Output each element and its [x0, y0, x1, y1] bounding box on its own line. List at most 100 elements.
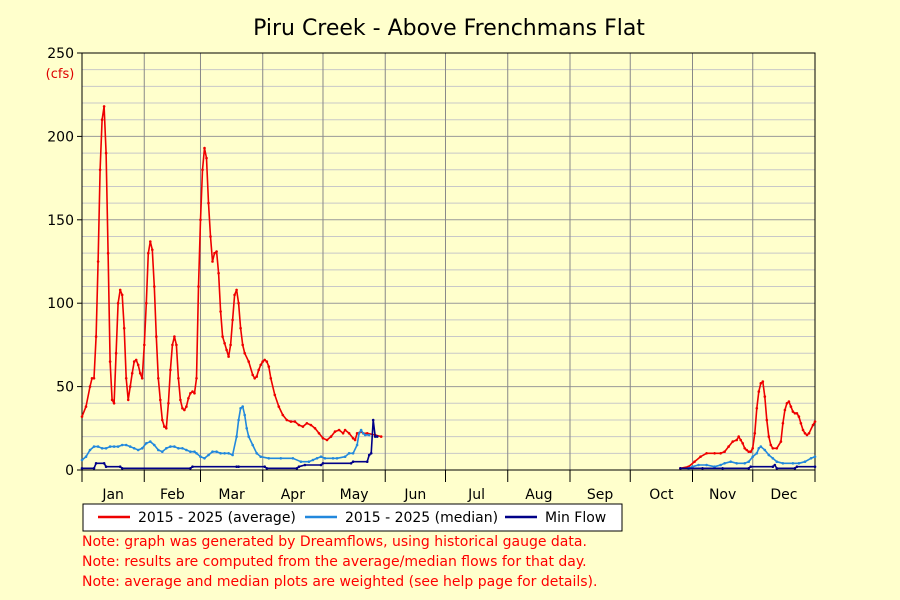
data-point — [771, 465, 775, 469]
data-point — [201, 168, 204, 172]
data-point — [247, 360, 250, 363]
data-point — [205, 156, 208, 160]
data-point — [693, 460, 696, 464]
data-point — [80, 467, 84, 470]
data-point — [161, 418, 164, 422]
data-point — [88, 385, 92, 388]
data-point — [775, 460, 779, 464]
data-point — [801, 428, 805, 432]
data-point — [295, 467, 299, 470]
data-point — [719, 463, 722, 467]
data-point — [779, 440, 783, 443]
data-point — [122, 326, 126, 330]
data-point — [237, 418, 240, 422]
data-point — [763, 448, 767, 452]
data-point — [253, 377, 256, 380]
data-point — [128, 385, 132, 388]
data-point — [120, 443, 124, 447]
data-point — [251, 443, 254, 447]
data-point — [84, 405, 88, 408]
data-point — [100, 447, 104, 450]
data-point — [237, 465, 240, 469]
data-point — [183, 408, 186, 412]
data-point — [731, 440, 734, 443]
data-point — [351, 452, 355, 455]
data-point — [94, 335, 98, 338]
axes: 0 50 100 150 200 250 Jan Feb Mar Apr May Jun Jul Aug S… — [47, 46, 816, 503]
data-point — [223, 341, 226, 345]
data-point — [173, 445, 176, 448]
data-point — [755, 452, 759, 455]
data-point — [747, 460, 750, 464]
data-point — [813, 465, 817, 469]
data-point — [136, 363, 140, 367]
data-point — [803, 432, 807, 435]
data-point — [775, 447, 779, 450]
data-point — [221, 335, 224, 338]
data-point — [229, 343, 232, 347]
data-point — [189, 450, 192, 454]
data-point — [321, 437, 325, 440]
data-point — [785, 402, 789, 405]
data-point — [261, 360, 265, 363]
y-tick-label: 200 — [47, 129, 74, 145]
data-point — [781, 422, 785, 425]
data-point — [110, 398, 114, 402]
x-tick-label: May — [340, 487, 369, 503]
data-point — [195, 377, 198, 380]
data-point — [169, 445, 172, 448]
data-point — [247, 435, 250, 438]
data-point — [363, 433, 367, 437]
data-point — [803, 460, 807, 464]
data-point — [747, 450, 750, 454]
data-point — [753, 432, 757, 435]
data-point — [795, 465, 799, 469]
data-point — [92, 467, 96, 470]
data-point — [145, 442, 148, 445]
data-point — [132, 360, 136, 363]
data-point — [134, 358, 138, 362]
data-point — [96, 445, 100, 448]
data-point — [215, 250, 218, 253]
data-point — [140, 377, 144, 380]
data-point — [699, 455, 702, 459]
data-point — [771, 457, 775, 460]
data-point — [343, 455, 347, 459]
data-point — [349, 462, 353, 465]
data-point — [323, 457, 327, 460]
data-point — [749, 450, 752, 454]
data-point — [112, 402, 116, 405]
data-point — [108, 445, 112, 448]
data-point — [355, 443, 359, 447]
data-point — [197, 285, 200, 288]
notes-block: Note: graph was generated by Dreamflows,… — [82, 532, 597, 592]
data-point — [813, 420, 817, 423]
data-point — [701, 467, 704, 470]
data-point — [369, 452, 373, 455]
data-point — [309, 423, 313, 427]
data-point — [351, 460, 355, 464]
data-point — [365, 432, 369, 435]
data-point — [277, 405, 281, 408]
data-point — [98, 168, 102, 172]
data-point — [227, 452, 230, 455]
legend-label: 2015 - 2025 (median) — [345, 510, 498, 526]
x-tick-label: Nov — [709, 487, 736, 503]
data-point — [265, 360, 269, 363]
data-point — [243, 413, 246, 417]
data-point — [697, 463, 700, 467]
data-point — [90, 377, 94, 380]
data-point — [96, 260, 100, 263]
data-point — [80, 415, 84, 418]
data-point — [291, 457, 295, 460]
data-point — [361, 432, 365, 435]
data-point — [269, 377, 273, 380]
data-point — [301, 425, 305, 428]
data-point — [94, 462, 98, 465]
data-point — [743, 447, 746, 450]
data-point — [211, 260, 214, 263]
data-point — [343, 428, 347, 432]
data-point — [293, 420, 297, 423]
data-point — [219, 452, 222, 455]
data-point — [359, 428, 363, 432]
